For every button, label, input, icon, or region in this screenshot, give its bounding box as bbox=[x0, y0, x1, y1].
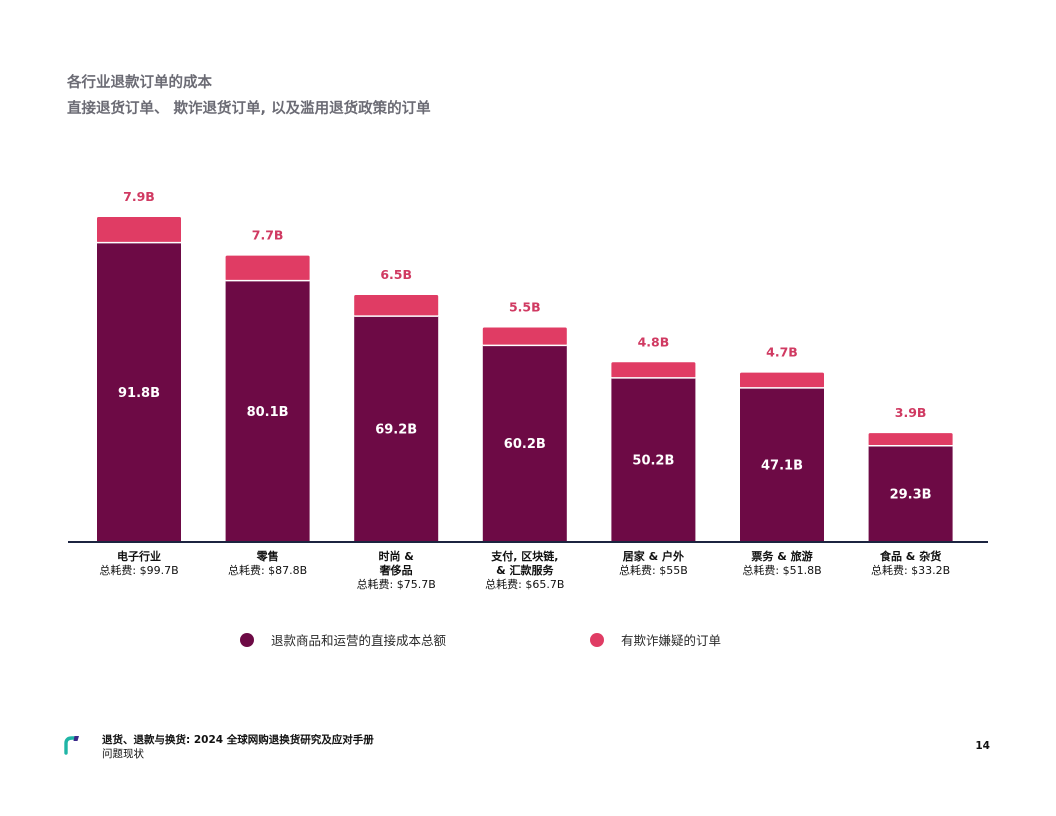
bar-fraud bbox=[97, 216, 181, 243]
bar-fraud bbox=[225, 255, 310, 281]
data-label-fraud: 4.8B bbox=[638, 334, 670, 349]
legend-label-direct: 退款商品和运营的直接成本总额 bbox=[271, 633, 447, 648]
category-label: 支付, 区块链, bbox=[490, 549, 558, 563]
category-label: 电子行业 bbox=[117, 549, 161, 563]
total-label: 总耗费: $51.8B bbox=[742, 563, 821, 577]
bar-fraud bbox=[868, 433, 953, 446]
legend-swatch-fraud bbox=[590, 632, 604, 647]
legend-swatch-direct bbox=[240, 632, 254, 647]
page-number: 14 bbox=[975, 740, 990, 752]
data-label-fraud: 4.7B bbox=[766, 345, 798, 360]
bar-fraud bbox=[611, 362, 696, 378]
category-label: 票务 & 旅游 bbox=[751, 549, 812, 563]
bar-direct bbox=[225, 280, 310, 541]
category-label: 居家 & 户外 bbox=[623, 549, 684, 563]
total-label: 总耗费: $33.2B bbox=[871, 563, 950, 577]
data-label-direct: 47.1B bbox=[761, 458, 803, 473]
data-label-fraud: 7.7B bbox=[252, 228, 284, 243]
category-label: & 汇款服务 bbox=[496, 563, 554, 577]
category-label: 奢侈品 bbox=[379, 563, 413, 577]
total-label: 总耗费: $55B bbox=[619, 563, 688, 577]
data-label-direct: 50.2B bbox=[632, 453, 674, 468]
total-label: 总耗费: $75.7B bbox=[357, 577, 436, 591]
data-label-fraud: 7.9B bbox=[123, 189, 155, 204]
data-label-direct: 80.1B bbox=[247, 405, 289, 420]
brand-logo-icon bbox=[64, 736, 79, 755]
legend-item-direct: 退款商品和运营的直接成本总额 bbox=[240, 630, 446, 649]
data-label-direct: 69.2B bbox=[375, 423, 417, 438]
bar-fraud bbox=[354, 294, 439, 317]
bar-direct bbox=[611, 377, 696, 541]
footer-section: 问题现状 bbox=[102, 748, 144, 760]
legend-label-fraud: 有欺诈嫌疑的订单 bbox=[621, 633, 722, 648]
data-label-direct: 60.2B bbox=[504, 437, 546, 452]
legend-item-fraud: 有欺诈嫌疑的订单 bbox=[590, 630, 721, 649]
data-label-fraud: 5.5B bbox=[509, 299, 541, 314]
page-subtitle: 直接退货订单、 欺诈退货订单, 以及滥用退货政策的订单 bbox=[67, 101, 431, 117]
total-label: 总耗费: $99.7B bbox=[99, 563, 178, 577]
footer-title: 退货、退款与换货: 2024 全球网购退换货研究及应对手册 bbox=[102, 734, 374, 746]
data-label-direct: 91.8B bbox=[118, 386, 160, 401]
data-label-fraud: 3.9B bbox=[895, 405, 927, 420]
total-label: 总耗费: $87.8B bbox=[228, 563, 307, 577]
bar-fraud bbox=[482, 327, 567, 346]
bar-direct bbox=[354, 316, 439, 541]
bar-direct bbox=[97, 242, 181, 541]
bar-fraud bbox=[740, 372, 824, 388]
data-label-direct: 29.3B bbox=[890, 487, 932, 502]
bar-direct bbox=[740, 387, 824, 541]
page-title: 各行业退款订单的成本 bbox=[67, 75, 212, 91]
bar-direct bbox=[482, 345, 567, 541]
category-label: 食品 & 杂货 bbox=[880, 549, 941, 563]
total-label: 总耗费: $65.7B bbox=[485, 577, 564, 591]
category-label: 时尚 & bbox=[378, 549, 414, 563]
category-label: 零售 bbox=[256, 549, 279, 563]
data-label-fraud: 6.5B bbox=[380, 267, 412, 282]
bar-direct bbox=[868, 445, 953, 541]
